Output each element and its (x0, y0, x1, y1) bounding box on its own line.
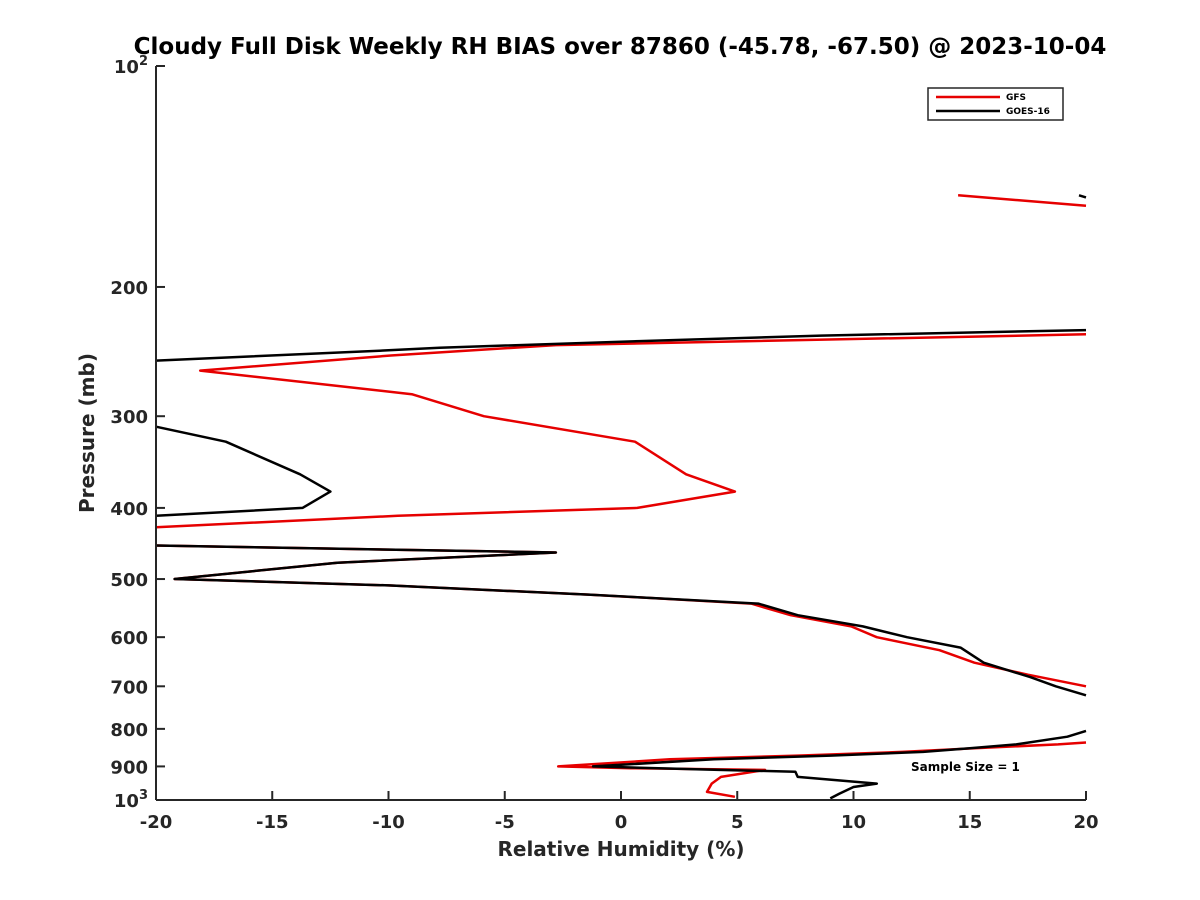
y-tick-label: 500 (110, 570, 148, 591)
x-axis-ticks: -20 -15 -10 -5 0 5 10 15 20 (140, 791, 1099, 833)
x-tick-label: 20 (1073, 812, 1098, 833)
plot-area: -20 -15 -10 -5 0 5 10 15 20 10220030040050060070… (110, 54, 1098, 833)
y-tick-label: 700 (110, 677, 148, 698)
series-layer (155, 194, 1087, 800)
y-tick-label-base: 400 (110, 499, 148, 520)
x-tick-label: 5 (731, 812, 744, 833)
x-tick-label: 10 (841, 812, 866, 833)
y-tick-label-base: 300 (110, 407, 148, 428)
series-line (155, 333, 1087, 529)
series-line (957, 194, 1087, 207)
y-tick-label-base: 800 (110, 720, 148, 741)
x-tick-label: 0 (615, 812, 628, 833)
x-tick-label: -10 (372, 812, 405, 833)
y-tick-label: 600 (110, 628, 148, 649)
y-tick-label: 400 (110, 499, 148, 520)
series-line (155, 425, 332, 518)
legend-label-goes16: GOES-16 (1006, 107, 1050, 117)
x-tick-label: 15 (957, 812, 982, 833)
x-tick-label: -5 (495, 812, 515, 833)
y-tick-label-base: 600 (110, 628, 148, 649)
plot-background (156, 66, 1086, 800)
y-tick-label-base: 700 (110, 677, 148, 698)
legend-box (927, 87, 1064, 121)
y-axis-label: Pressure (mb) (75, 353, 99, 513)
y-tick-label-base: 900 (110, 757, 148, 778)
series-line (155, 328, 1087, 362)
series-line (1078, 194, 1087, 199)
chart-title: Cloudy Full Disk Weekly RH BIAS over 878… (134, 34, 1107, 60)
sample-size-annotation: Sample Size = 1 (911, 760, 1020, 774)
series-line (155, 544, 1087, 697)
x-tick-label: -15 (256, 812, 289, 833)
x-tick-label: -20 (140, 812, 173, 833)
legend-label-gfs: GFS (1006, 93, 1026, 103)
y-tick-label: 800 (110, 720, 148, 741)
y-tick-label-base: 10 (114, 57, 139, 78)
legend[interactable]: GFS GOES-16 (927, 87, 1064, 121)
y-tick-label: 200 (110, 278, 148, 299)
y-tick-label-exponent: 3 (139, 788, 148, 803)
series-goes16 (155, 194, 1087, 800)
y-tick-label-base: 500 (110, 570, 148, 591)
y-tick-label-exponent: 2 (139, 54, 148, 69)
y-tick-label: 300 (110, 407, 148, 428)
y-tick-label: 103 (114, 788, 148, 812)
y-tick-label-base: 10 (114, 791, 139, 812)
y-tick-label-base: 200 (110, 278, 148, 299)
y-tick-label: 102 (114, 54, 148, 78)
y-tick-label: 900 (110, 757, 148, 778)
series-line (591, 729, 1087, 800)
x-axis-label: Relative Humidity (%) (497, 837, 744, 861)
